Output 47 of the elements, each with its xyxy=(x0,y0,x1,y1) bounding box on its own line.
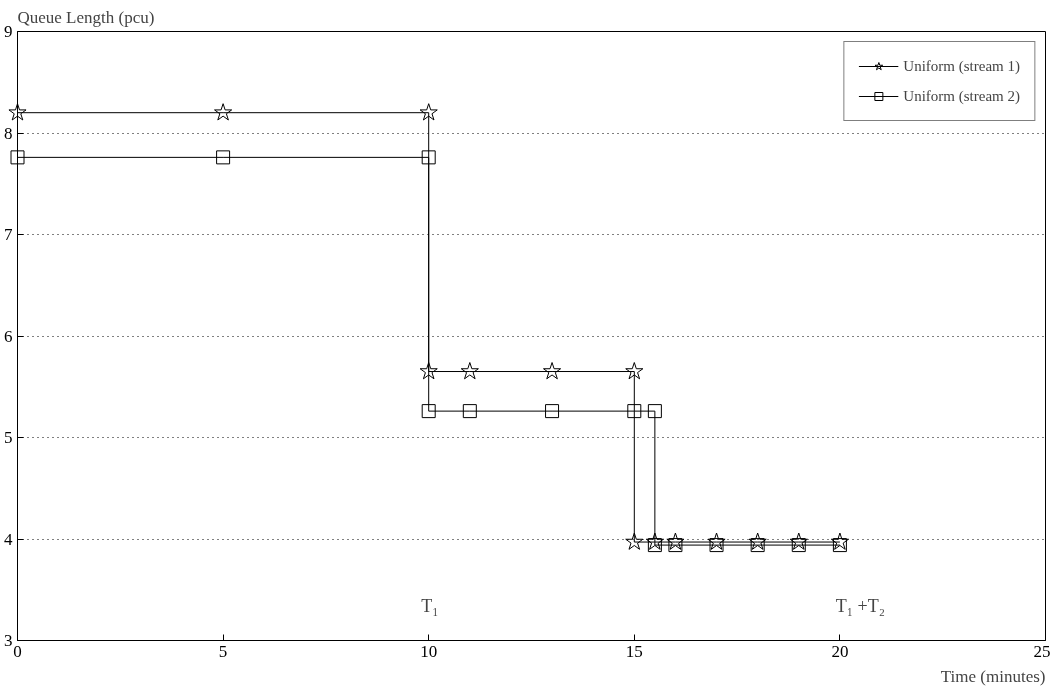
point xyxy=(216,150,231,165)
point xyxy=(419,362,438,380)
point xyxy=(421,404,436,419)
point xyxy=(545,404,560,419)
point xyxy=(707,532,726,550)
point xyxy=(462,404,477,419)
point xyxy=(647,538,662,553)
point xyxy=(750,538,765,553)
point xyxy=(789,532,808,550)
y-tick-label: 5 xyxy=(4,428,13,447)
point xyxy=(8,103,27,121)
point xyxy=(214,103,233,121)
point xyxy=(647,404,662,419)
point xyxy=(543,362,562,380)
y-tick-label: 9 xyxy=(4,22,13,41)
y-tick-label: 8 xyxy=(4,123,13,143)
annotation: T₁ xyxy=(421,595,439,616)
point xyxy=(830,532,849,550)
y-tick-label: 7 xyxy=(4,225,13,244)
y-tick-label: 6 xyxy=(4,326,13,346)
x-tick-label: 20 xyxy=(831,641,849,661)
legend-label: Uniform (stream 1) xyxy=(903,57,1020,75)
point xyxy=(419,103,438,121)
y-axis-title: Queue Length (pcu) xyxy=(17,7,155,27)
point xyxy=(666,532,685,550)
x-axis-title: Time (minutes) xyxy=(940,666,1046,686)
point xyxy=(460,362,479,380)
point xyxy=(625,532,644,550)
annotation: T₁ +T₂ xyxy=(835,595,885,616)
x-tick-label: 0 xyxy=(13,641,22,661)
point xyxy=(421,150,436,165)
point xyxy=(709,538,724,553)
point xyxy=(645,532,664,550)
point xyxy=(625,362,644,380)
point xyxy=(627,404,642,419)
point xyxy=(10,150,25,165)
x-tick-label: 25 xyxy=(1033,641,1051,661)
y-tick-label: 3 xyxy=(4,631,13,650)
x-tick-label: 5 xyxy=(218,641,228,661)
x-tick-label: 15 xyxy=(625,641,643,661)
point xyxy=(668,538,683,553)
point xyxy=(791,538,806,553)
point xyxy=(748,532,767,550)
legend-label: Uniform (stream 2) xyxy=(903,87,1020,105)
y-tick-label: 4 xyxy=(4,529,13,549)
point xyxy=(832,538,847,553)
x-tick-label: 10 xyxy=(420,641,438,661)
